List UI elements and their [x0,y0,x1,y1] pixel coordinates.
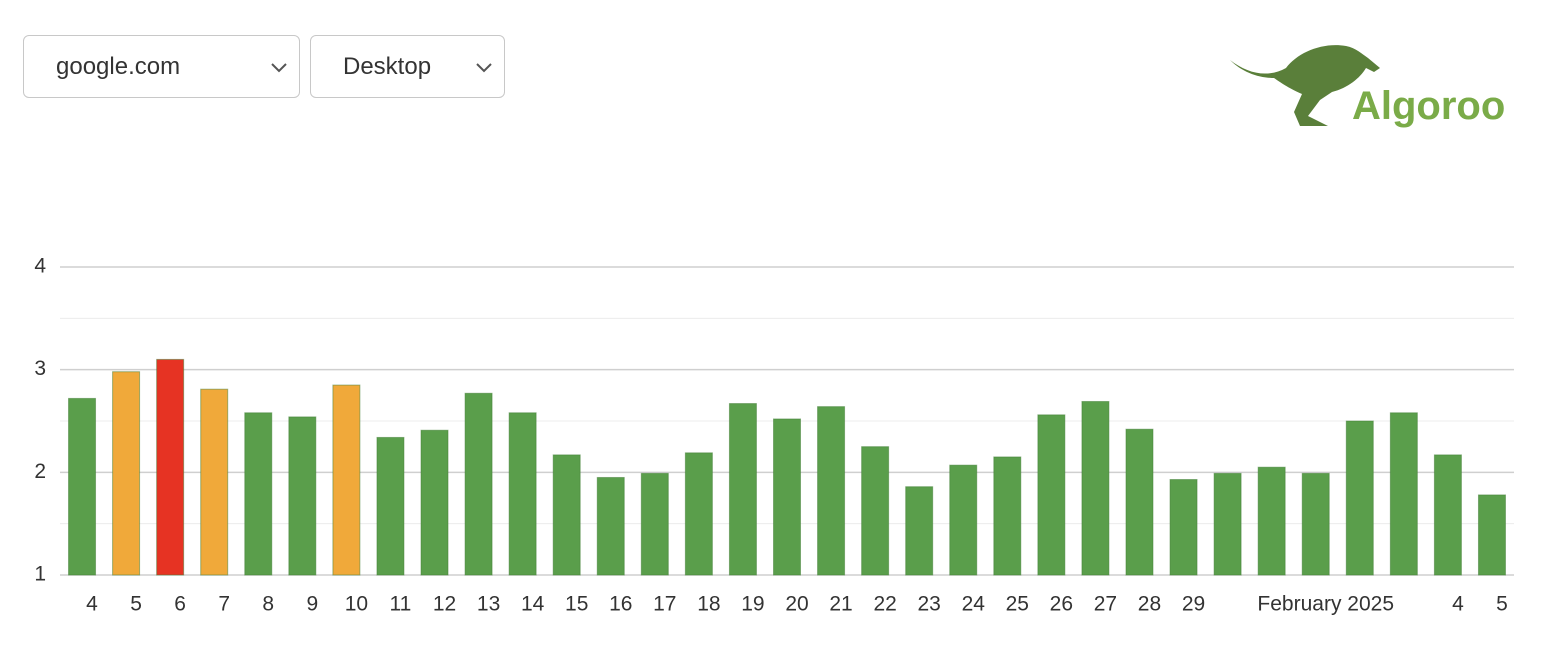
x-tick-label: 6 [174,593,186,616]
bar [1037,414,1066,576]
bar [1433,454,1462,576]
x-tick-label: 20 [785,593,808,616]
y-tick-label: 4 [34,255,46,278]
x-tick-label: 15 [565,593,588,616]
bar [993,456,1022,576]
bar [68,397,97,576]
chevron [476,62,492,72]
bar [420,429,449,576]
bar [1389,412,1418,576]
bar [728,403,757,576]
bar [112,371,141,576]
bar [376,436,405,576]
x-tick-label: 24 [962,593,986,616]
x-tick-label: 12 [433,593,456,616]
bar [1301,472,1330,576]
bar [684,452,713,576]
x-tick-label: 28 [1138,593,1161,616]
bar [200,388,229,576]
x-tick-label: 5 [130,593,142,616]
x-tick-label: 22 [873,593,896,616]
chevron [271,62,287,72]
x-tick-label: 18 [697,593,720,616]
logo-kangaroo [1230,45,1380,126]
bar [861,446,890,576]
x-tick-label: 25 [1006,593,1029,616]
bar [1345,420,1374,576]
x-tick-label: 21 [829,593,852,616]
bar [508,412,537,576]
x-tick-label: 4 [1452,593,1464,616]
bar [1169,479,1198,576]
x-tick-label: 26 [1050,593,1073,616]
x-tick-label: 27 [1094,593,1117,616]
device-select[interactable]: Desktop [310,35,505,98]
x-tick-label: 7 [218,593,230,616]
bar [1477,494,1506,576]
x-tick-label: 19 [741,593,764,616]
bar [464,392,493,576]
x-tick-label: 5 [1496,593,1508,616]
x-tick-label: 10 [345,593,368,616]
bar [156,358,185,576]
bar [596,476,625,576]
y-tick-label: 1 [34,563,46,586]
bar [905,486,934,576]
bar [332,384,361,576]
x-tick-label: 9 [306,593,318,616]
x-tick-label: 13 [477,593,500,616]
x-tick-label: 14 [521,593,545,616]
bar [773,418,801,576]
x-tick-label: 23 [918,593,941,616]
x-tick-label: 4 [86,593,98,616]
bar [1081,400,1110,576]
bar [1257,466,1286,576]
bar [552,454,581,576]
y-tick-label: 3 [34,357,46,380]
bar [288,416,317,576]
logo-text: Algoroo [1352,84,1506,128]
site-value: google.com [56,52,181,80]
bar [640,472,669,576]
x-tick-label: 29 [1182,593,1205,616]
x-tick-label: 8 [262,593,274,616]
x-tick-label: 11 [390,593,412,616]
bar [244,412,273,576]
x-tick-label: 16 [609,593,632,616]
bar [1125,428,1154,576]
site-select[interactable]: google.com [23,35,300,98]
bar [817,406,846,576]
bar [1213,472,1242,576]
device-value: Desktop [343,52,432,80]
bar [949,464,978,576]
x-tick-label: 17 [653,593,676,616]
x-tick-label: February 2025 [1257,593,1394,616]
y-tick-label: 2 [34,460,46,483]
